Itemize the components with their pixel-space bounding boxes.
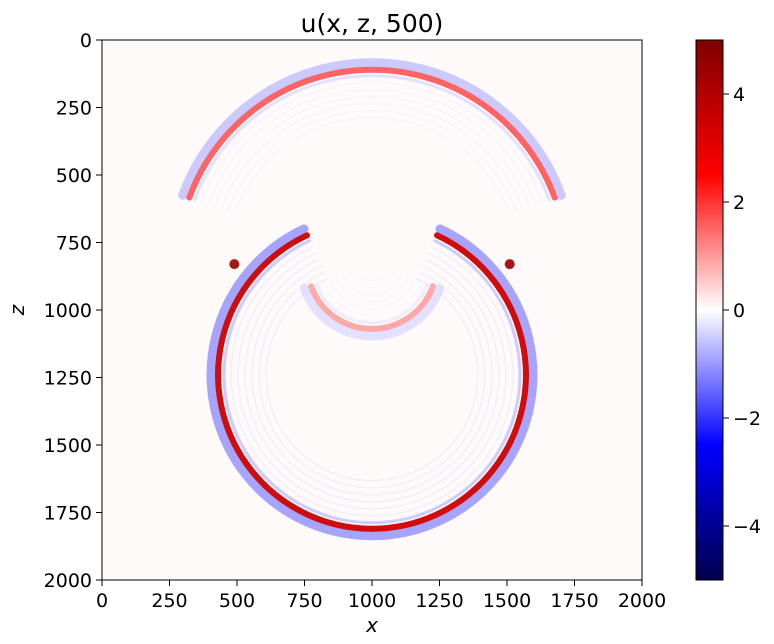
x-axis: 0 250 500 750 1000 1250 1500 1750 2000 bbox=[96, 580, 666, 612]
chart-title: u(x, z, 500) bbox=[301, 9, 444, 38]
x-tick-label: 1250 bbox=[415, 590, 463, 612]
wavefront-ripple-0 bbox=[220, 102, 524, 210]
wavefront-trough-1 bbox=[300, 284, 444, 341]
y-tick-label: 1250 bbox=[44, 368, 92, 390]
y-tick-label: 250 bbox=[56, 98, 92, 120]
wavefront-ripple-2 bbox=[251, 265, 493, 496]
y-tick-label: 750 bbox=[56, 233, 92, 255]
x-tick-label: 1750 bbox=[550, 590, 598, 612]
wavefront-trough-0 bbox=[178, 58, 566, 200]
colorbar-tick-label: 0 bbox=[733, 300, 745, 322]
wavefront-ripple-0 bbox=[227, 110, 517, 213]
colorbar-tick-label: −4 bbox=[733, 516, 761, 538]
wavefront-trough-2 bbox=[206, 224, 538, 541]
hotspot-0 bbox=[229, 259, 240, 270]
x-tick-label: 250 bbox=[151, 590, 187, 612]
wavefront-ripple-1 bbox=[322, 281, 422, 317]
x-tick-label: 1500 bbox=[483, 590, 531, 612]
y-tick-label: 0 bbox=[80, 30, 92, 52]
wavefront-peak-1 bbox=[308, 283, 436, 332]
wavefront-ripple-2 bbox=[244, 259, 500, 503]
y-axis-label: z bbox=[5, 304, 29, 316]
colorbar-tick-label: 4 bbox=[733, 84, 745, 106]
wavefront-ripple-0 bbox=[207, 89, 537, 206]
plot-background bbox=[102, 40, 642, 580]
hotspot-1 bbox=[504, 259, 515, 270]
x-tick-label: 2000 bbox=[618, 590, 666, 612]
wavefront-inner-trough-1 bbox=[315, 282, 429, 325]
wavefront-ripple-1 bbox=[342, 273, 402, 296]
wavefront-ripple-1 bbox=[335, 276, 409, 303]
colorbar bbox=[695, 39, 724, 581]
colorbar-tick-label: 2 bbox=[733, 192, 745, 214]
x-tick-label: 750 bbox=[286, 590, 322, 612]
wavefront-ripple-0 bbox=[200, 81, 544, 203]
wavefront-ripple-2 bbox=[230, 246, 514, 517]
y-tick-label: 1500 bbox=[44, 435, 92, 457]
wavefront-ripple-1 bbox=[348, 271, 396, 289]
y-axis: 0 250 500 750 1000 1250 1500 1750 2000 bbox=[44, 30, 102, 592]
wavefront-inner-trough-2 bbox=[222, 239, 522, 525]
colorbar-ticks: 4 2 0 −2 −4 bbox=[723, 84, 761, 538]
y-tick-label: 2000 bbox=[44, 570, 92, 592]
wavefront-inner-trough-0 bbox=[193, 74, 551, 202]
wavefront-ripple-1 bbox=[355, 269, 389, 282]
wavefield-heatmap bbox=[178, 58, 566, 541]
y-tick-label: 1750 bbox=[44, 503, 92, 525]
wavefront-ripple-1 bbox=[329, 278, 415, 310]
wavefront-peak-0 bbox=[186, 66, 558, 201]
wavefront-ripple-2 bbox=[258, 271, 486, 489]
wavefront-ripple-2 bbox=[265, 278, 479, 482]
wavefront-peak-2 bbox=[215, 232, 529, 532]
wavefront-ripple-2 bbox=[237, 252, 507, 510]
x-tick-label: 500 bbox=[219, 590, 255, 612]
colorbar-tick-label: −2 bbox=[733, 408, 761, 430]
y-tick-label: 1000 bbox=[44, 300, 92, 322]
x-axis-label: x bbox=[365, 613, 378, 637]
x-tick-label: 0 bbox=[96, 590, 108, 612]
x-tick-label: 1000 bbox=[348, 590, 396, 612]
wavefront-ripple-0 bbox=[213, 95, 531, 208]
y-tick-label: 500 bbox=[56, 165, 92, 187]
wavefront-ripple-0 bbox=[233, 116, 511, 215]
